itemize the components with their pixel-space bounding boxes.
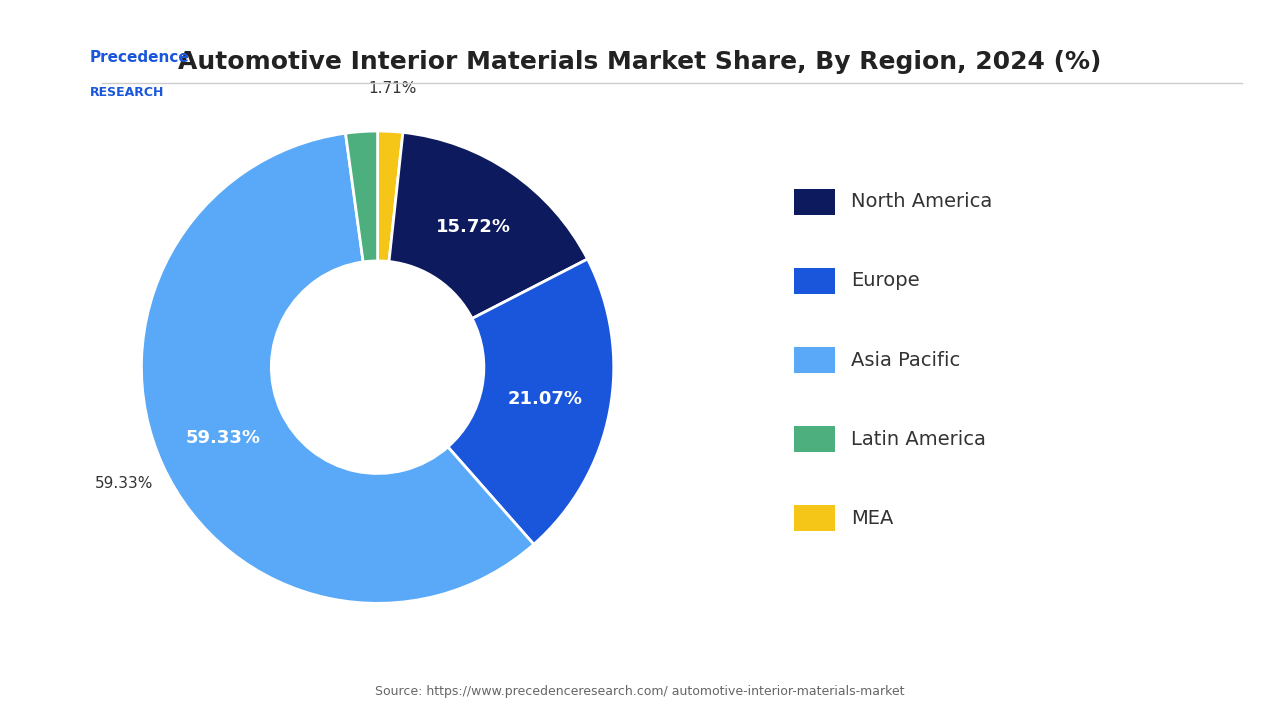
- Text: 1.71%: 1.71%: [369, 81, 417, 96]
- Text: 15.72%: 15.72%: [436, 218, 511, 236]
- Text: Automotive Interior Materials Market Share, By Region, 2024 (%): Automotive Interior Materials Market Sha…: [178, 50, 1102, 74]
- Text: RESEARCH: RESEARCH: [90, 86, 164, 99]
- Text: Precedence: Precedence: [90, 50, 189, 66]
- Text: 59.33%: 59.33%: [186, 429, 261, 447]
- Text: Asia Pacific: Asia Pacific: [851, 351, 960, 369]
- Wedge shape: [142, 133, 534, 603]
- Text: 21.07%: 21.07%: [507, 390, 582, 408]
- Text: Latin America: Latin America: [851, 430, 986, 449]
- Wedge shape: [378, 131, 403, 261]
- Wedge shape: [389, 132, 588, 318]
- Text: Europe: Europe: [851, 271, 920, 290]
- Text: Source: https://www.precedenceresearch.com/ automotive-interior-materials-market: Source: https://www.precedenceresearch.c…: [375, 685, 905, 698]
- Wedge shape: [448, 259, 613, 544]
- Text: North America: North America: [851, 192, 992, 211]
- Text: 59.33%: 59.33%: [95, 476, 154, 491]
- Wedge shape: [346, 131, 378, 262]
- Text: MEA: MEA: [851, 509, 893, 528]
